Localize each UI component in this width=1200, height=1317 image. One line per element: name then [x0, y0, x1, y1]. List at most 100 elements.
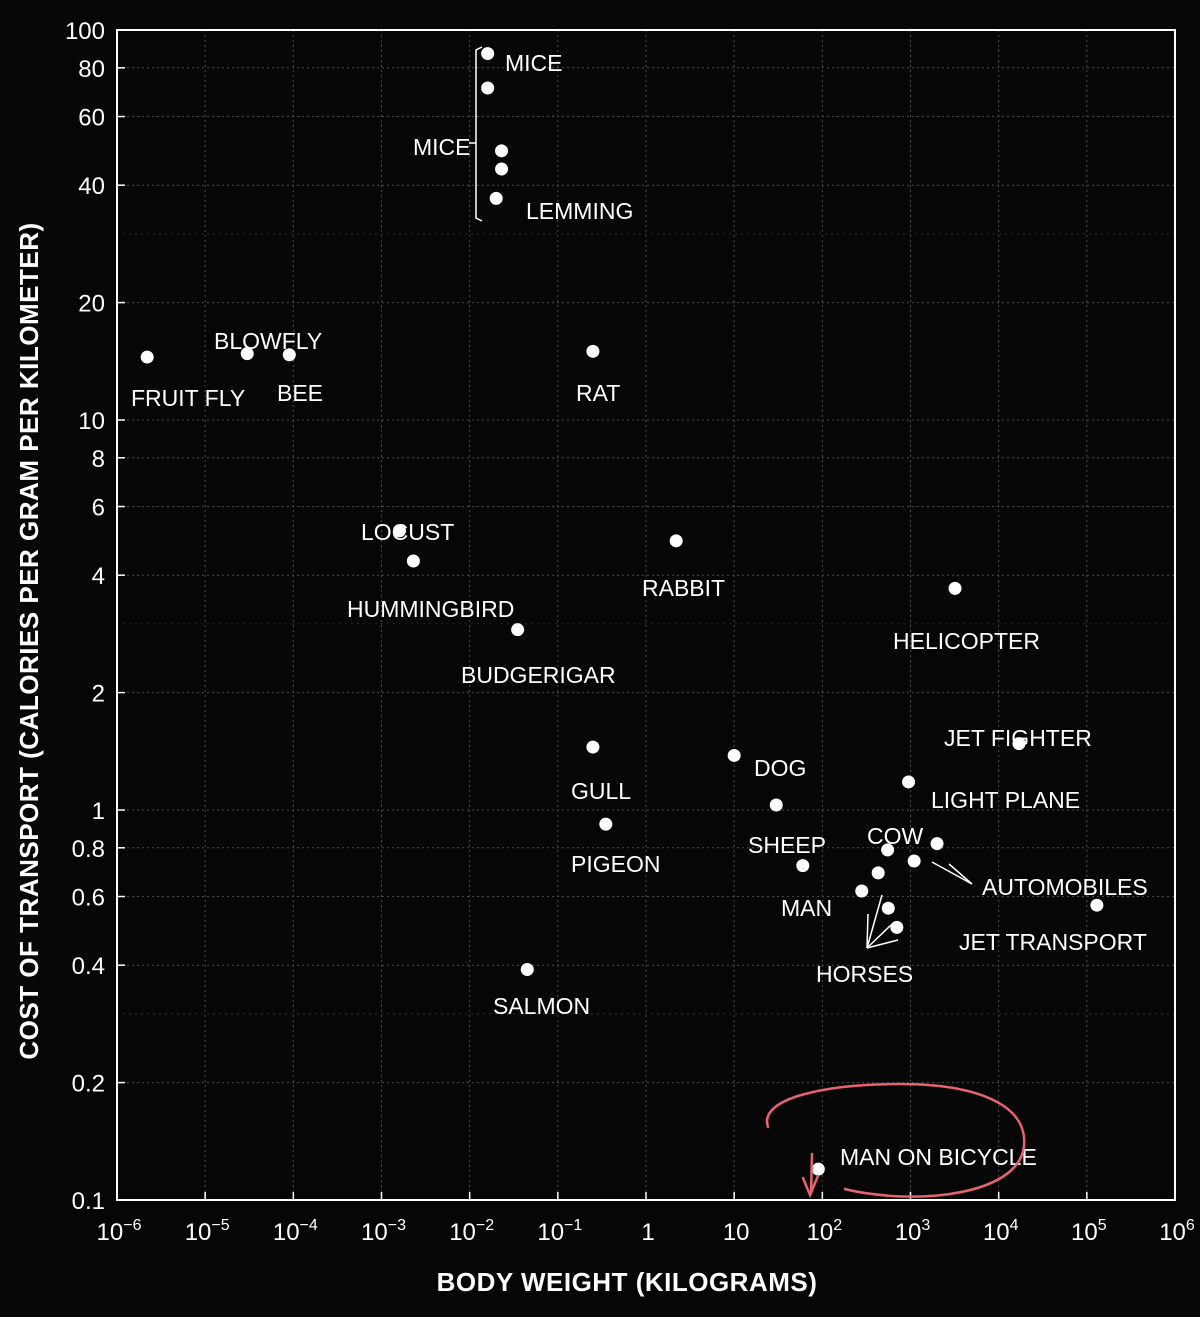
y-tick-label: 60: [78, 105, 105, 132]
leader-horses-d: [866, 939, 899, 949]
point-labels: FRUIT FLY BLOWFLY BEE MICE MICE LEMMING …: [131, 50, 1148, 1170]
leader-lines: [866, 861, 973, 949]
label-man-on-bicycle: MAN ON BICYCLE: [840, 1144, 1037, 1170]
annotation-arrow: [801, 1152, 820, 1199]
y-tick-label: 0.6: [72, 885, 105, 912]
leader-horses-b: [866, 894, 883, 949]
data-point: [586, 740, 600, 754]
y-axis-ticks: 0.1 0.2 0.4 0.6 0.8 1 2 4 6 8 10 20 40 60 80 100: [65, 18, 125, 1215]
label-budgerigar: BUDGERIGAR: [461, 662, 616, 688]
y-tick-label: 20: [78, 291, 105, 318]
y-axis-title: COST OF TRANSPORT (CALORIES PER GRAM PER…: [14, 222, 44, 1059]
x-tick-label: 10: [723, 1219, 750, 1246]
data-points: [140, 47, 1104, 1176]
data-point: [811, 1162, 825, 1176]
label-automobiles: AUTOMOBILES: [982, 874, 1148, 900]
leader-horses-a: [866, 913, 869, 949]
annotation-circle: [765, 1082, 1026, 1198]
data-point: [481, 81, 495, 95]
label-pigeon: PIGEON: [571, 851, 660, 877]
label-fruit-fly: FRUIT FLY: [131, 385, 245, 411]
data-point: [392, 524, 406, 538]
data-point: [890, 920, 904, 934]
data-point: [902, 775, 916, 789]
x-axis-title: BODY WEIGHT (KILOGRAMS): [437, 1267, 818, 1297]
x-tick-label: 10−3: [361, 1217, 406, 1246]
data-point: [871, 866, 885, 880]
data-point: [796, 859, 810, 873]
data-point: [406, 554, 420, 568]
label-man: MAN: [781, 895, 832, 921]
data-point: [727, 748, 741, 762]
x-tick-label: 10−1: [537, 1217, 582, 1246]
label-hummingbird: HUMMINGBIRD: [347, 596, 514, 622]
label-jet-transport: JET TRANSPORT: [959, 929, 1147, 955]
y-tick-label: 0.2: [72, 1071, 105, 1098]
y-tick-label: 100: [65, 18, 105, 45]
data-point: [1090, 898, 1104, 912]
data-point: [855, 884, 869, 898]
leader-automobiles-a: [931, 861, 973, 885]
data-point: [140, 350, 154, 364]
y-tick-label: 0.4: [72, 953, 105, 980]
label-rabbit: RABBIT: [642, 575, 725, 601]
data-point: [930, 837, 944, 851]
data-point: [481, 47, 495, 61]
y-tick-label: 0.8: [72, 836, 105, 863]
label-cow: COW: [867, 823, 924, 849]
x-tick-label: 10−5: [185, 1217, 230, 1246]
x-tick-label: 102: [807, 1217, 843, 1246]
x-tick-label: 103: [895, 1217, 931, 1246]
label-helicopter: HELICOPTER: [893, 628, 1040, 654]
data-point: [240, 347, 254, 361]
y-tick-label: 1: [92, 798, 105, 825]
label-bee: BEE: [277, 380, 323, 406]
label-horses: HORSES: [816, 961, 913, 987]
data-point: [520, 962, 534, 976]
mice-bracket: [469, 46, 483, 222]
label-sheep: SHEEP: [748, 832, 826, 858]
label-blowfly: BLOWFLY: [214, 328, 322, 354]
label-mice-side: MICE: [413, 134, 471, 160]
data-point: [282, 348, 296, 362]
leader-automobiles-b: [948, 863, 973, 885]
y-tick-label: 4: [92, 563, 105, 590]
data-point: [769, 798, 783, 812]
data-point: [881, 843, 895, 857]
x-tick-label: 10−6: [97, 1217, 142, 1246]
label-gull: GULL: [571, 778, 631, 804]
label-dog: DOG: [754, 755, 806, 781]
x-tick-label: 106: [1159, 1217, 1195, 1246]
data-point: [907, 854, 921, 868]
data-point: [511, 623, 525, 637]
data-point: [948, 581, 962, 595]
label-rat: RAT: [576, 380, 620, 406]
x-tick-label: 10−2: [449, 1217, 494, 1246]
y-tick-label: 8: [92, 446, 105, 473]
data-point: [881, 901, 895, 915]
y-tick-label: 40: [78, 173, 105, 200]
label-mice-top: MICE: [505, 50, 563, 76]
data-point: [599, 817, 613, 831]
x-tick-label: 105: [1071, 1217, 1107, 1246]
x-tick-label: 1: [641, 1219, 654, 1246]
hand-drawn-annotation: [765, 1082, 1026, 1199]
y-tick-label: 0.1: [72, 1188, 105, 1215]
label-lemming: LEMMING: [526, 198, 633, 224]
data-point: [495, 162, 509, 176]
data-point: [489, 191, 503, 205]
y-tick-label: 10: [78, 408, 105, 435]
label-salmon: SALMON: [493, 993, 590, 1019]
x-axis-ticks: 10−6 10−5 10−4 10−3 10−2 10−1 1 10 102 103 104 105 1…: [97, 1192, 1195, 1246]
y-tick-label: 80: [78, 56, 105, 83]
data-point: [669, 534, 683, 548]
label-jet-fighter: JET FIGHTER: [944, 725, 1092, 751]
label-light-plane: LIGHT PLANE: [931, 787, 1080, 813]
leader-horses-c: [866, 924, 892, 949]
x-tick-label: 10−4: [273, 1217, 318, 1246]
y-tick-label: 2: [92, 681, 105, 708]
data-point: [1012, 737, 1026, 751]
